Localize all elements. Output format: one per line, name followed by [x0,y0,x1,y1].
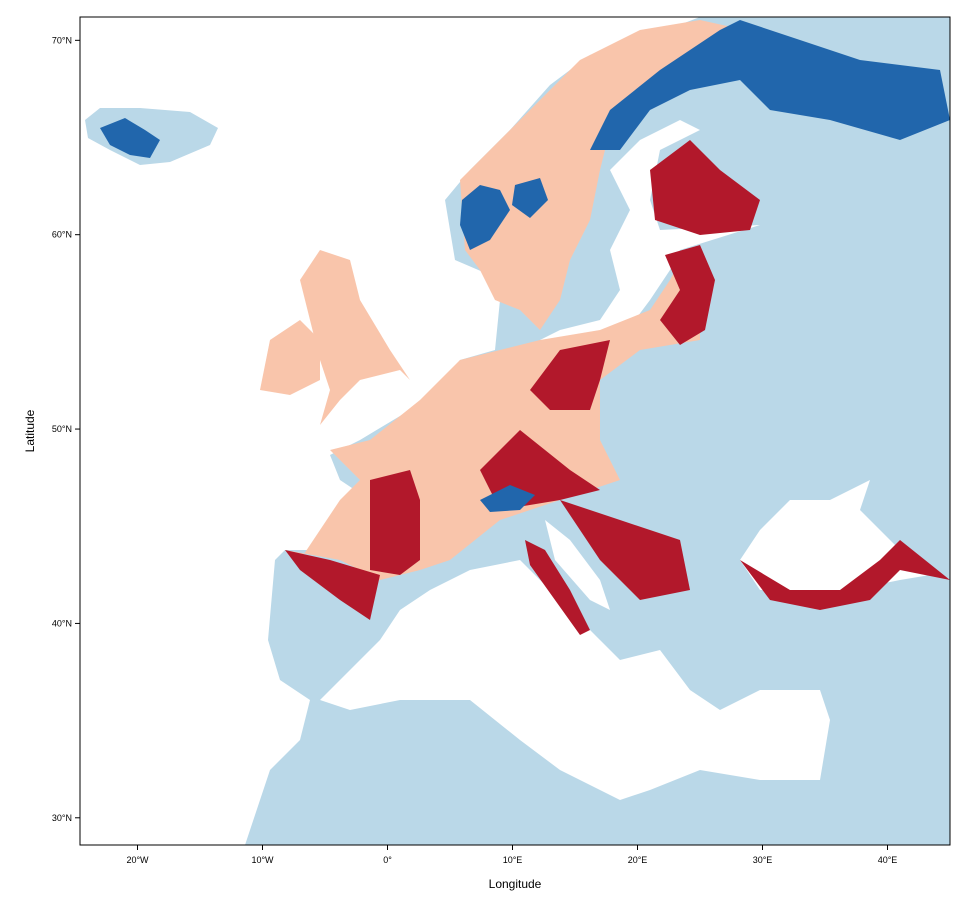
x-tick-label: 10°E [503,855,523,865]
x-tick-label: 40°E [878,855,898,865]
y-tick-label: 40°N [52,618,72,628]
y-tick-label: 30°N [52,813,72,823]
adriatic [545,520,610,610]
alps-cold [480,485,535,512]
plot-frame [79,16,951,846]
x-tick-label: 30°E [753,855,773,865]
ireland [260,320,320,395]
x-axis-title: Longitude [489,877,542,891]
poland-hot [530,340,610,410]
y-axis-title: Latitude [23,409,37,452]
norway-cold [460,185,510,250]
x-tick-label: 20°E [628,855,648,865]
sweden-cold [512,178,548,218]
y-tick-label: 50°N [52,424,72,434]
france-hot [370,470,420,575]
baltic-states-hot [660,245,715,345]
great-britain [300,250,410,425]
scandinavia [460,20,790,330]
italy-hot [525,540,590,635]
x-tick-label: 0° [383,855,392,865]
iceland-cold [100,118,160,158]
y-tick-label: 70°N [52,35,72,45]
north-cold [590,20,950,150]
map-layers [80,17,950,845]
x-tick-label: 10°W [251,855,274,865]
finland-hot [650,140,760,235]
y-tick-label: 60°N [52,230,72,240]
turkey-hot [740,540,950,610]
balkans-hot [560,500,690,600]
x-tick-label: 20°W [126,855,149,865]
baltic [540,120,760,350]
atlantic [80,17,700,845]
mediterranean [320,560,830,800]
spain-hot [285,550,380,620]
